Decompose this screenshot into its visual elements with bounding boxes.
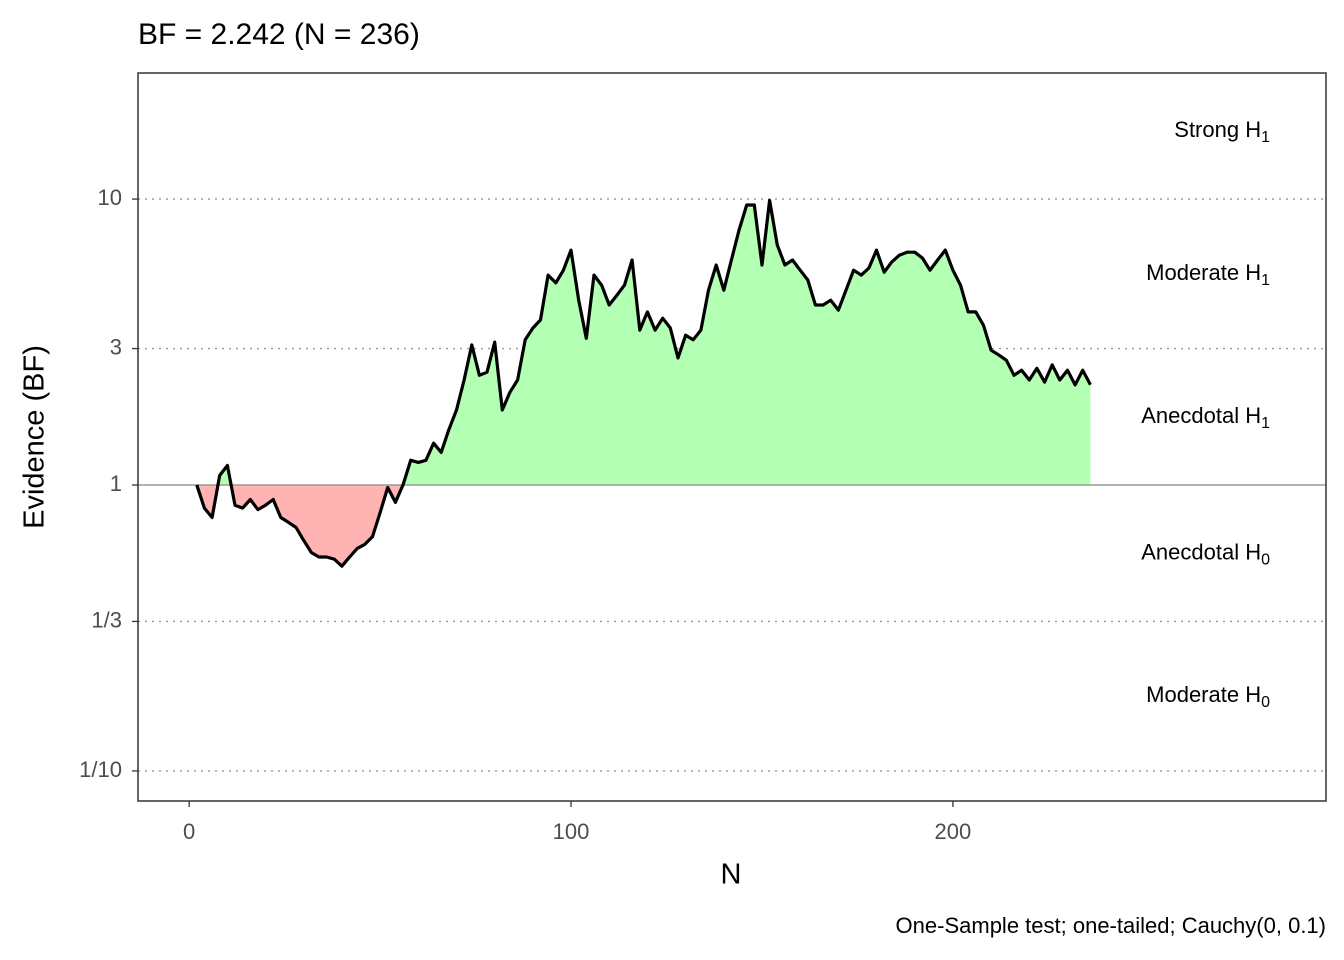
plot-border [137, 72, 1327, 802]
evidence-label-text: Strong H [1174, 117, 1261, 142]
evidence-label-subscript: 1 [1261, 129, 1270, 146]
evidence-label-subscript: 0 [1261, 694, 1270, 711]
evidence-label-subscript: 0 [1261, 552, 1270, 569]
caption: One-Sample test; one-tailed; Cauchy(0, 0… [896, 913, 1326, 938]
evidence-label-subscript: 1 [1261, 272, 1270, 289]
y-tick-label: 1/10 [79, 757, 122, 782]
evidence-label: Moderate H0 [1146, 682, 1270, 711]
chart-title: BF = 2.242 (N = 236) [138, 18, 420, 51]
y-axis-label: Evidence (BF) [19, 345, 51, 529]
evidence-label: Moderate H1 [1146, 260, 1270, 289]
y-tick-label: 1/3 [91, 607, 122, 632]
y-tick-label: 1 [110, 471, 122, 496]
evidence-label-text: Moderate H [1146, 260, 1261, 285]
x-tick-label: 200 [935, 819, 972, 844]
evidence-label: Anecdotal H1 [1141, 403, 1270, 432]
x-tick-label: 100 [553, 819, 590, 844]
area-below [196, 485, 403, 567]
evidence-label-text: Anecdotal H [1141, 403, 1261, 428]
evidence-label-text: Anecdotal H [1141, 539, 1261, 564]
y-tick-label: 10 [98, 185, 122, 210]
evidence-label-subscript: 1 [1261, 415, 1270, 432]
bf-line [195, 198, 1092, 568]
x-axis-label: N [721, 859, 742, 891]
evidence-label-text: Moderate H [1146, 682, 1261, 707]
evidence-label: Anecdotal H0 [1141, 539, 1270, 568]
y-tick-label: 3 [110, 334, 122, 359]
x-tick-label: 0 [183, 819, 195, 844]
evidence-label: Strong H1 [1174, 117, 1270, 146]
